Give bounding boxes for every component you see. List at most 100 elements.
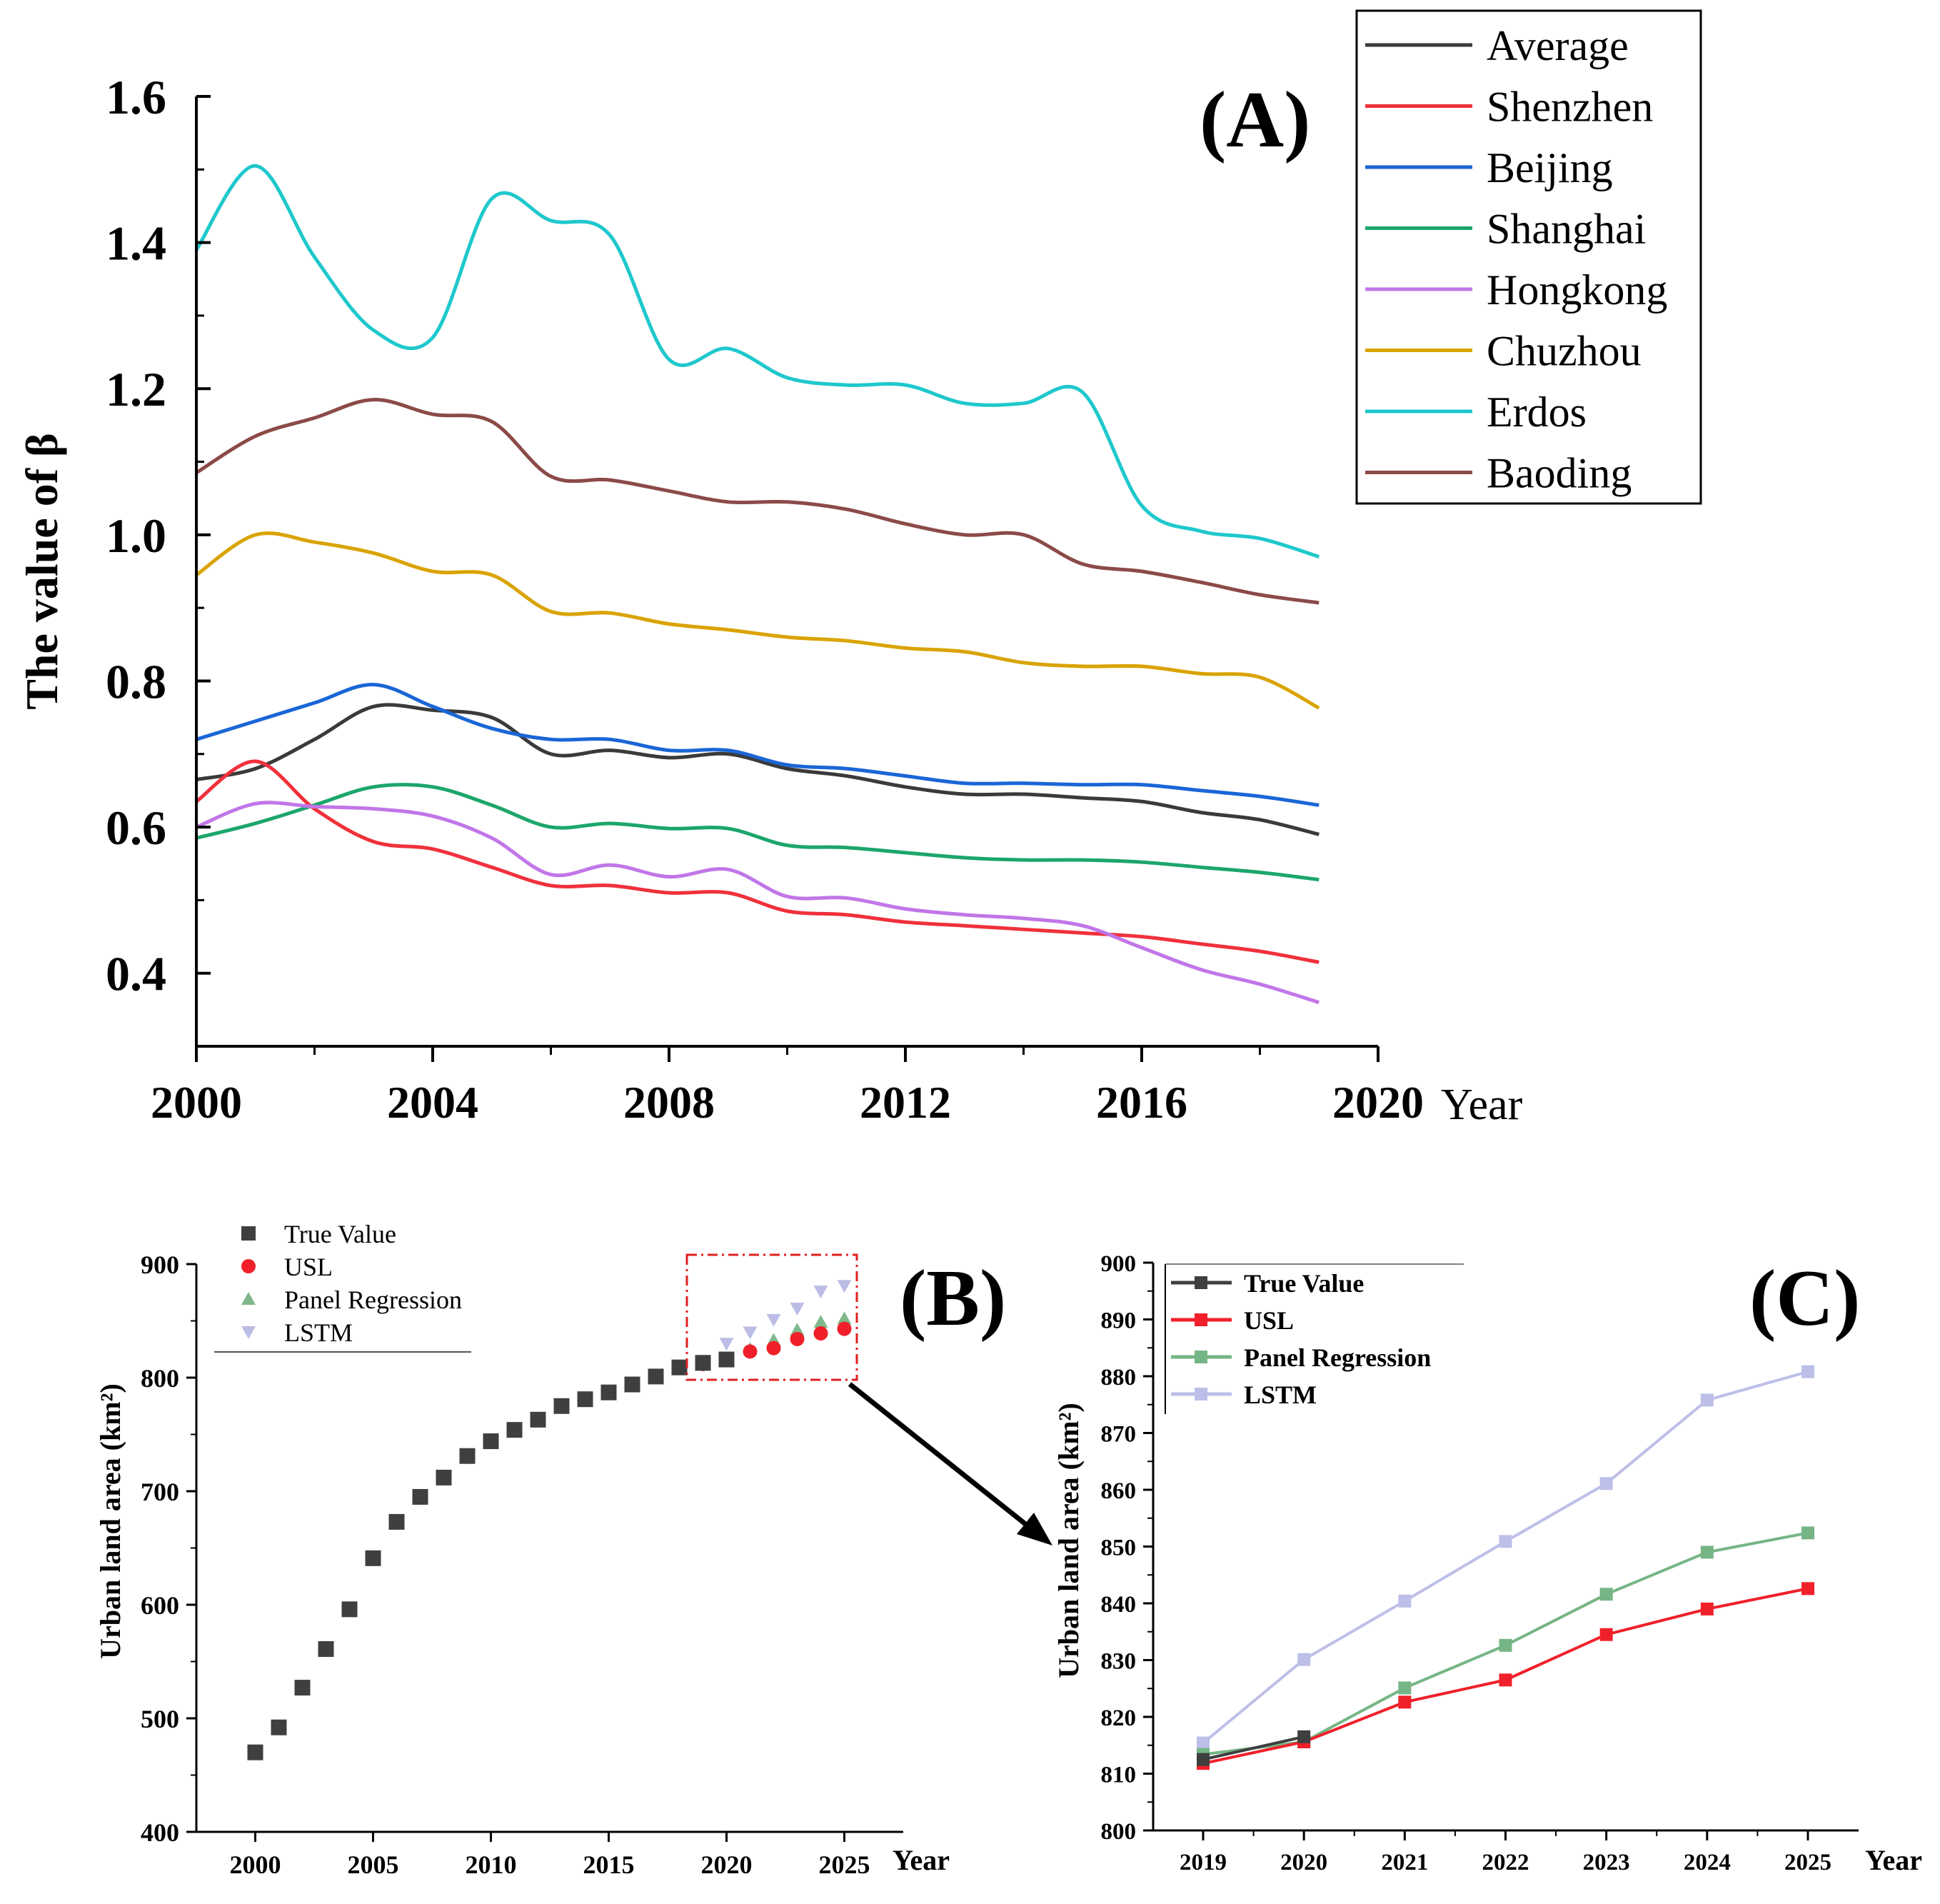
chart-a-line-average [196, 703, 1320, 836]
chart-c-y-tick-label: 800 [1101, 1819, 1137, 1845]
chart-c-series-group [1197, 1365, 1814, 1770]
chart-b-point-lstm [790, 1303, 805, 1316]
chart-c-y-tick-label: 900 [1101, 1251, 1137, 1277]
chart-b-point-usl [837, 1321, 852, 1336]
chart-b-point-true-value [247, 1744, 263, 1760]
chart-c-point-panel-regression [1599, 1588, 1613, 1601]
chart-c-point-usl [1700, 1602, 1714, 1615]
chart-b-point-true-value [341, 1601, 358, 1618]
chart-a-y-tick-label: 0.6 [106, 801, 166, 855]
chart-a-x-tick-label: 2012 [860, 1077, 951, 1128]
chart-b-point-panel-regression [813, 1315, 828, 1328]
chart-b-legend-marker [241, 1259, 256, 1273]
chart-b-y-axis-label: Urban land area (km²) [94, 1383, 126, 1659]
chart-c-x-tick-label: 2023 [1583, 1850, 1630, 1875]
chart-a: 0.4 0.6 0.8 1.0 1.2 1.4 1.6 2000 2004 2008 2012 201… [16, 9, 1702, 1129]
chart-b-point-panel-regression [790, 1323, 805, 1336]
chart-a-legend-label: Shanghai [1487, 206, 1646, 253]
chart-b-point-lstm [719, 1338, 734, 1351]
chart-c-point-lstm [1700, 1393, 1714, 1407]
chart-b-y-tick-label: 400 [141, 1818, 179, 1847]
chart-c-point-usl [1599, 1628, 1613, 1641]
chart-b-point-true-value [294, 1680, 311, 1696]
chart-b-point-lstm [766, 1313, 781, 1327]
chart-a-legend-label: Baoding [1487, 450, 1632, 497]
chart-b-point-true-value [459, 1448, 476, 1464]
chart-b-x-tick-label: 2010 [466, 1850, 517, 1879]
chart-c-point-usl [1801, 1582, 1814, 1595]
chart-c-point-lstm [1197, 1736, 1210, 1750]
chart-c-point-lstm [1801, 1365, 1814, 1378]
chart-a-y-tick-label: 1.6 [106, 70, 166, 124]
chart-c-legend-marker [1195, 1276, 1207, 1289]
chart-b-point-usl [766, 1341, 781, 1356]
chart-a-legend-label: Shenzhen [1487, 84, 1653, 131]
chart-c-point-lstm [1398, 1594, 1412, 1608]
chart-b-y-tick-label: 900 [141, 1251, 179, 1279]
chart-b-point-true-value [600, 1384, 617, 1401]
chart-b-point-true-value [365, 1550, 381, 1566]
chart-a-x-tick-label: 2000 [151, 1077, 242, 1128]
chart-c-legend-marker [1195, 1388, 1207, 1401]
chart-a-line-erdos [194, 164, 1320, 558]
chart-c-legend: True Value USL Panel Regression LSTM [1165, 1263, 1464, 1414]
chart-b-legend: True Value USL Panel Regression LSTM [214, 1220, 471, 1353]
chart-b-point-true-value [483, 1433, 499, 1450]
chart-b-point-true-value [718, 1351, 735, 1368]
chart-b-point-true-value [671, 1359, 688, 1376]
chart-b-point-true-value [318, 1641, 334, 1658]
chart-b-panel-label: (B) [900, 1254, 1006, 1343]
chart-b-x-axis-label: Year [893, 1844, 950, 1876]
chart-c-x-tick-label: 2020 [1280, 1850, 1327, 1875]
chart-c: 800 810 820 830 840 850 860 870 880 890 900 2019 202… [1052, 1251, 1922, 1876]
chart-a-legend-label: Beijing [1487, 144, 1613, 191]
chart-c-point-panel-regression [1398, 1681, 1412, 1695]
chart-b-x-tick-label: 2015 [583, 1850, 635, 1879]
chart-b-point-usl [790, 1331, 805, 1346]
chart-b-legend-label: USL [284, 1253, 333, 1281]
chart-a-line-baoding [195, 398, 1320, 605]
chart-a-line-shenzhen [195, 759, 1320, 964]
chart-c-legend-label: Panel Regression [1244, 1343, 1431, 1372]
chart-b-y-tick-label: 700 [141, 1478, 179, 1506]
chart-b-x-tick-label: 2000 [230, 1850, 281, 1879]
chart-c-x-tick-label: 2024 [1684, 1850, 1731, 1875]
chart-b-point-true-value [506, 1422, 523, 1438]
chart-b-legend-label: True Value [284, 1220, 396, 1248]
chart-c-y-tick-label: 890 [1101, 1308, 1137, 1334]
chart-a-x-tick-label: 2016 [1096, 1077, 1187, 1128]
chart-b-legend-marker [241, 1292, 256, 1305]
chart-b-y-tick-label: 600 [141, 1591, 179, 1620]
chart-a-legend-label: Average [1487, 22, 1629, 69]
chart-a-y-tick-label: 1.0 [106, 508, 166, 563]
chart-a-legend-label: Hongkong [1487, 266, 1667, 314]
chart-c-point-true-value [1297, 1730, 1311, 1743]
chart-c-legend-label: LSTM [1244, 1381, 1317, 1409]
chart-c-point-lstm [1499, 1535, 1512, 1548]
chart-b-point-lstm [813, 1286, 828, 1299]
chart-c-x-tick-label: 2022 [1482, 1850, 1529, 1875]
chart-c-point-lstm [1599, 1477, 1613, 1490]
chart-c-point-usl [1499, 1673, 1512, 1687]
chart-c-point-panel-regression [1801, 1526, 1814, 1540]
chart-a-line-chuzhou [195, 531, 1320, 710]
zoom-box [685, 1253, 858, 1381]
chart-c-legend-label: True Value [1244, 1269, 1364, 1298]
chart-b-legend-label: LSTM [284, 1318, 353, 1347]
chart-b-point-lstm [743, 1326, 758, 1340]
chart-a-line-beijing [196, 683, 1320, 807]
chart-a-x-tick-label: 2004 [387, 1077, 478, 1128]
chart-b-point-true-value [412, 1488, 428, 1505]
chart-c-x-tick-label: 2019 [1180, 1850, 1227, 1875]
chart-c-legend-marker [1195, 1351, 1207, 1363]
chart-b-point-true-value [436, 1469, 452, 1485]
chart-b-point-true-value [695, 1355, 711, 1371]
chart-b-y-tick-label: 800 [141, 1364, 179, 1393]
chart-a-y-tick-label: 0.4 [106, 947, 166, 1001]
chart-b-legend-label: Panel Regression [284, 1286, 462, 1314]
chart-c-y-tick-label: 860 [1101, 1478, 1137, 1504]
chart-c-point-lstm [1297, 1653, 1311, 1666]
chart-c-point-panel-regression [1499, 1638, 1512, 1652]
arrow-right-down-icon [848, 1382, 1052, 1545]
chart-a-x-tick-label: 2008 [623, 1077, 715, 1128]
